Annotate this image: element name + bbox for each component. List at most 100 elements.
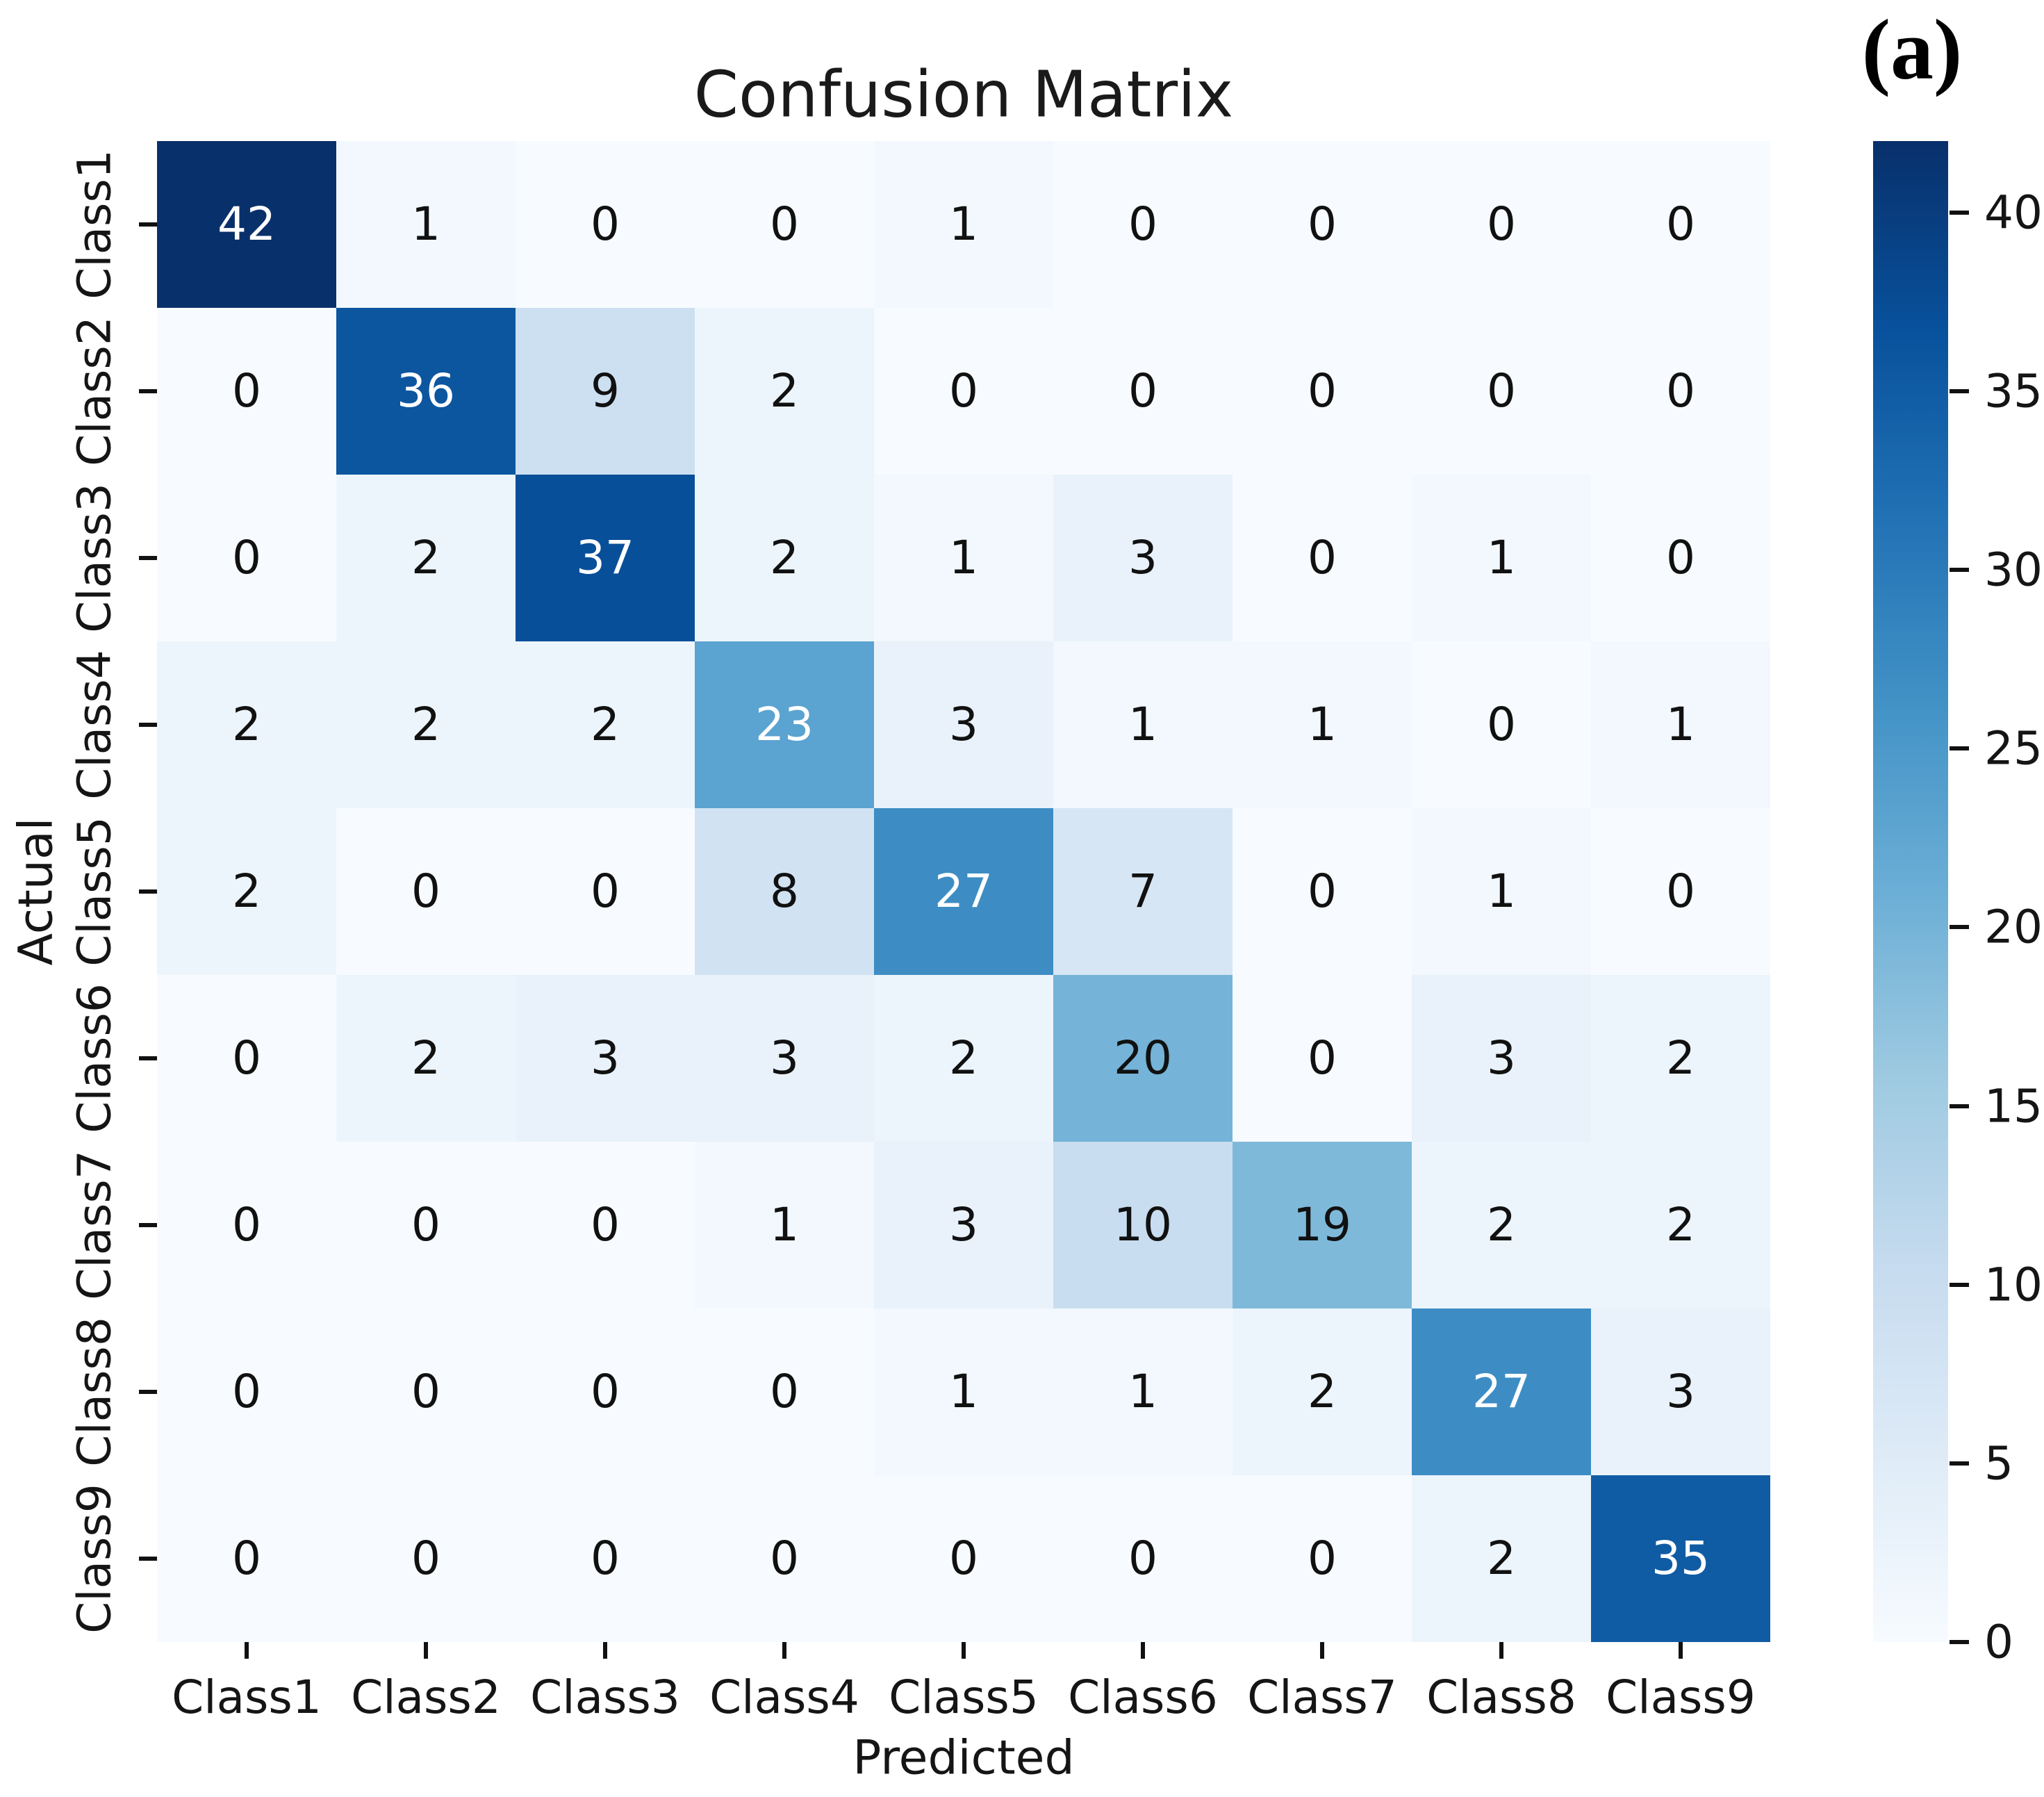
cell-value: 3	[949, 1198, 978, 1252]
heatmap-cell: 0	[157, 1142, 336, 1308]
cell-value: 0	[949, 364, 978, 418]
heatmap-cell: 2	[336, 475, 516, 641]
x-tick-label: Class9	[1606, 1671, 1756, 1724]
cell-value: 37	[576, 531, 634, 584]
cell-value: 20	[1114, 1031, 1172, 1085]
cell-value: 0	[1308, 364, 1337, 418]
heatmap-cell: 27	[874, 808, 1053, 975]
heatmap-cell: 2	[874, 975, 1053, 1142]
heatmap-cell: 10	[1053, 1142, 1233, 1308]
cell-value: 0	[1308, 531, 1337, 584]
y-tick-label: Class7	[67, 1150, 122, 1300]
y-tick-label: Class4	[67, 650, 122, 800]
cell-value: 0	[1308, 197, 1337, 251]
cell-value: 0	[232, 364, 261, 418]
heatmap-cell: 27	[1412, 1308, 1591, 1475]
x-axis-label: Predicted	[852, 1730, 1075, 1786]
cell-value: 1	[949, 1365, 978, 1418]
heatmap-cell: 0	[1053, 1475, 1233, 1642]
heatmap-cell: 2	[695, 308, 874, 475]
heatmap-cell: 2	[516, 641, 695, 808]
cell-value: 2	[411, 531, 440, 584]
colorbar-tick-mark	[1950, 746, 1969, 751]
colorbar-tick-label: 30	[1984, 543, 2043, 597]
heatmap-cell: 0	[1412, 141, 1591, 308]
cell-value: 10	[1114, 1198, 1172, 1252]
x-tick-label: Class1	[172, 1671, 322, 1724]
y-tick-label: Class8	[67, 1317, 122, 1467]
cell-value: 0	[770, 1532, 799, 1585]
y-tick-label: Class3	[67, 483, 122, 633]
heatmap-cell: 3	[1591, 1308, 1770, 1475]
y-tick-mark	[139, 1557, 157, 1561]
cell-value: 1	[770, 1198, 799, 1252]
colorbar-tick-mark	[1950, 1282, 1969, 1287]
heatmap-cell: 2	[157, 808, 336, 975]
colorbar-tick-mark	[1950, 568, 1969, 573]
cell-value: 35	[1651, 1532, 1710, 1585]
cell-value: 0	[591, 1198, 620, 1252]
y-tick-mark	[139, 1223, 157, 1227]
x-tick-mark	[1499, 1642, 1503, 1659]
heatmap-cell: 0	[695, 1475, 874, 1642]
cell-value: 0	[232, 1365, 261, 1418]
heatmap-cell: 2	[1233, 1308, 1412, 1475]
colorbar-tick-label: 40	[1984, 186, 2043, 240]
cell-value: 1	[949, 197, 978, 251]
heatmap-cell: 8	[695, 808, 874, 975]
colorbar	[1873, 141, 1948, 1642]
heatmap-grid: 42 1 0 0 1 0 0 0 0 0 36 9 2 0 0 0 0 0 0 2 37 2 1 3 0 1 0 2 2 2 23 3 1 1 0 1…	[157, 141, 1770, 1642]
x-tick-mark	[424, 1642, 428, 1659]
cell-value: 2	[770, 364, 799, 418]
x-tick-mark	[1679, 1642, 1683, 1659]
cell-value: 0	[411, 864, 440, 918]
heatmap-cell: 0	[1053, 141, 1233, 308]
y-tick-mark	[139, 1056, 157, 1060]
cell-value: 2	[1487, 1532, 1516, 1585]
heatmap-cell: 2	[695, 475, 874, 641]
cell-value: 2	[232, 864, 261, 918]
cell-value: 2	[591, 698, 620, 751]
heatmap-cell: 2	[336, 641, 516, 808]
cell-value: 1	[1487, 864, 1516, 918]
y-tick-label: Class2	[67, 316, 122, 466]
cell-value: 1	[1128, 1365, 1157, 1418]
cell-value: 2	[411, 698, 440, 751]
heatmap-cell: 35	[1591, 1475, 1770, 1642]
cell-value: 0	[1308, 864, 1337, 918]
x-tick-label: Class2	[351, 1671, 501, 1724]
cell-value: 0	[1666, 197, 1695, 251]
heatmap-cell: 1	[1233, 641, 1412, 808]
cell-value: 7	[1128, 864, 1157, 918]
heatmap-cell: 2	[336, 975, 516, 1142]
x-tick-mark	[245, 1642, 249, 1659]
heatmap-cell: 0	[336, 808, 516, 975]
heatmap-cell: 0	[1591, 141, 1770, 308]
y-tick-label: Class9	[67, 1484, 122, 1634]
cell-value: 19	[1293, 1198, 1351, 1252]
heatmap-cell: 42	[157, 141, 336, 308]
heatmap-cell: 37	[516, 475, 695, 641]
heatmap-cell: 0	[516, 1475, 695, 1642]
heatmap-cell: 0	[157, 475, 336, 641]
heatmap-cell: 0	[1233, 808, 1412, 975]
cell-value: 3	[1666, 1365, 1695, 1418]
heatmap-cell: 0	[1591, 808, 1770, 975]
heatmap-cell: 0	[157, 308, 336, 475]
cell-value: 2	[949, 1031, 978, 1085]
heatmap-cell: 0	[1591, 475, 1770, 641]
cell-value: 0	[591, 1532, 620, 1585]
cell-value: 2	[1308, 1365, 1337, 1418]
heatmap-cell: 3	[874, 641, 1053, 808]
y-tick-label: Class6	[67, 983, 122, 1133]
heatmap-cell: 0	[1053, 308, 1233, 475]
y-axis-label: Actual	[8, 817, 64, 966]
colorbar-tick-label: 5	[1984, 1436, 2013, 1491]
heatmap-cell: 0	[1233, 308, 1412, 475]
heatmap-cell: 1	[874, 141, 1053, 308]
heatmap-cell: 1	[1412, 808, 1591, 975]
cell-value: 27	[1472, 1365, 1531, 1418]
heatmap-cell: 2	[1591, 1142, 1770, 1308]
cell-value: 0	[770, 197, 799, 251]
y-tick-mark	[139, 222, 157, 227]
